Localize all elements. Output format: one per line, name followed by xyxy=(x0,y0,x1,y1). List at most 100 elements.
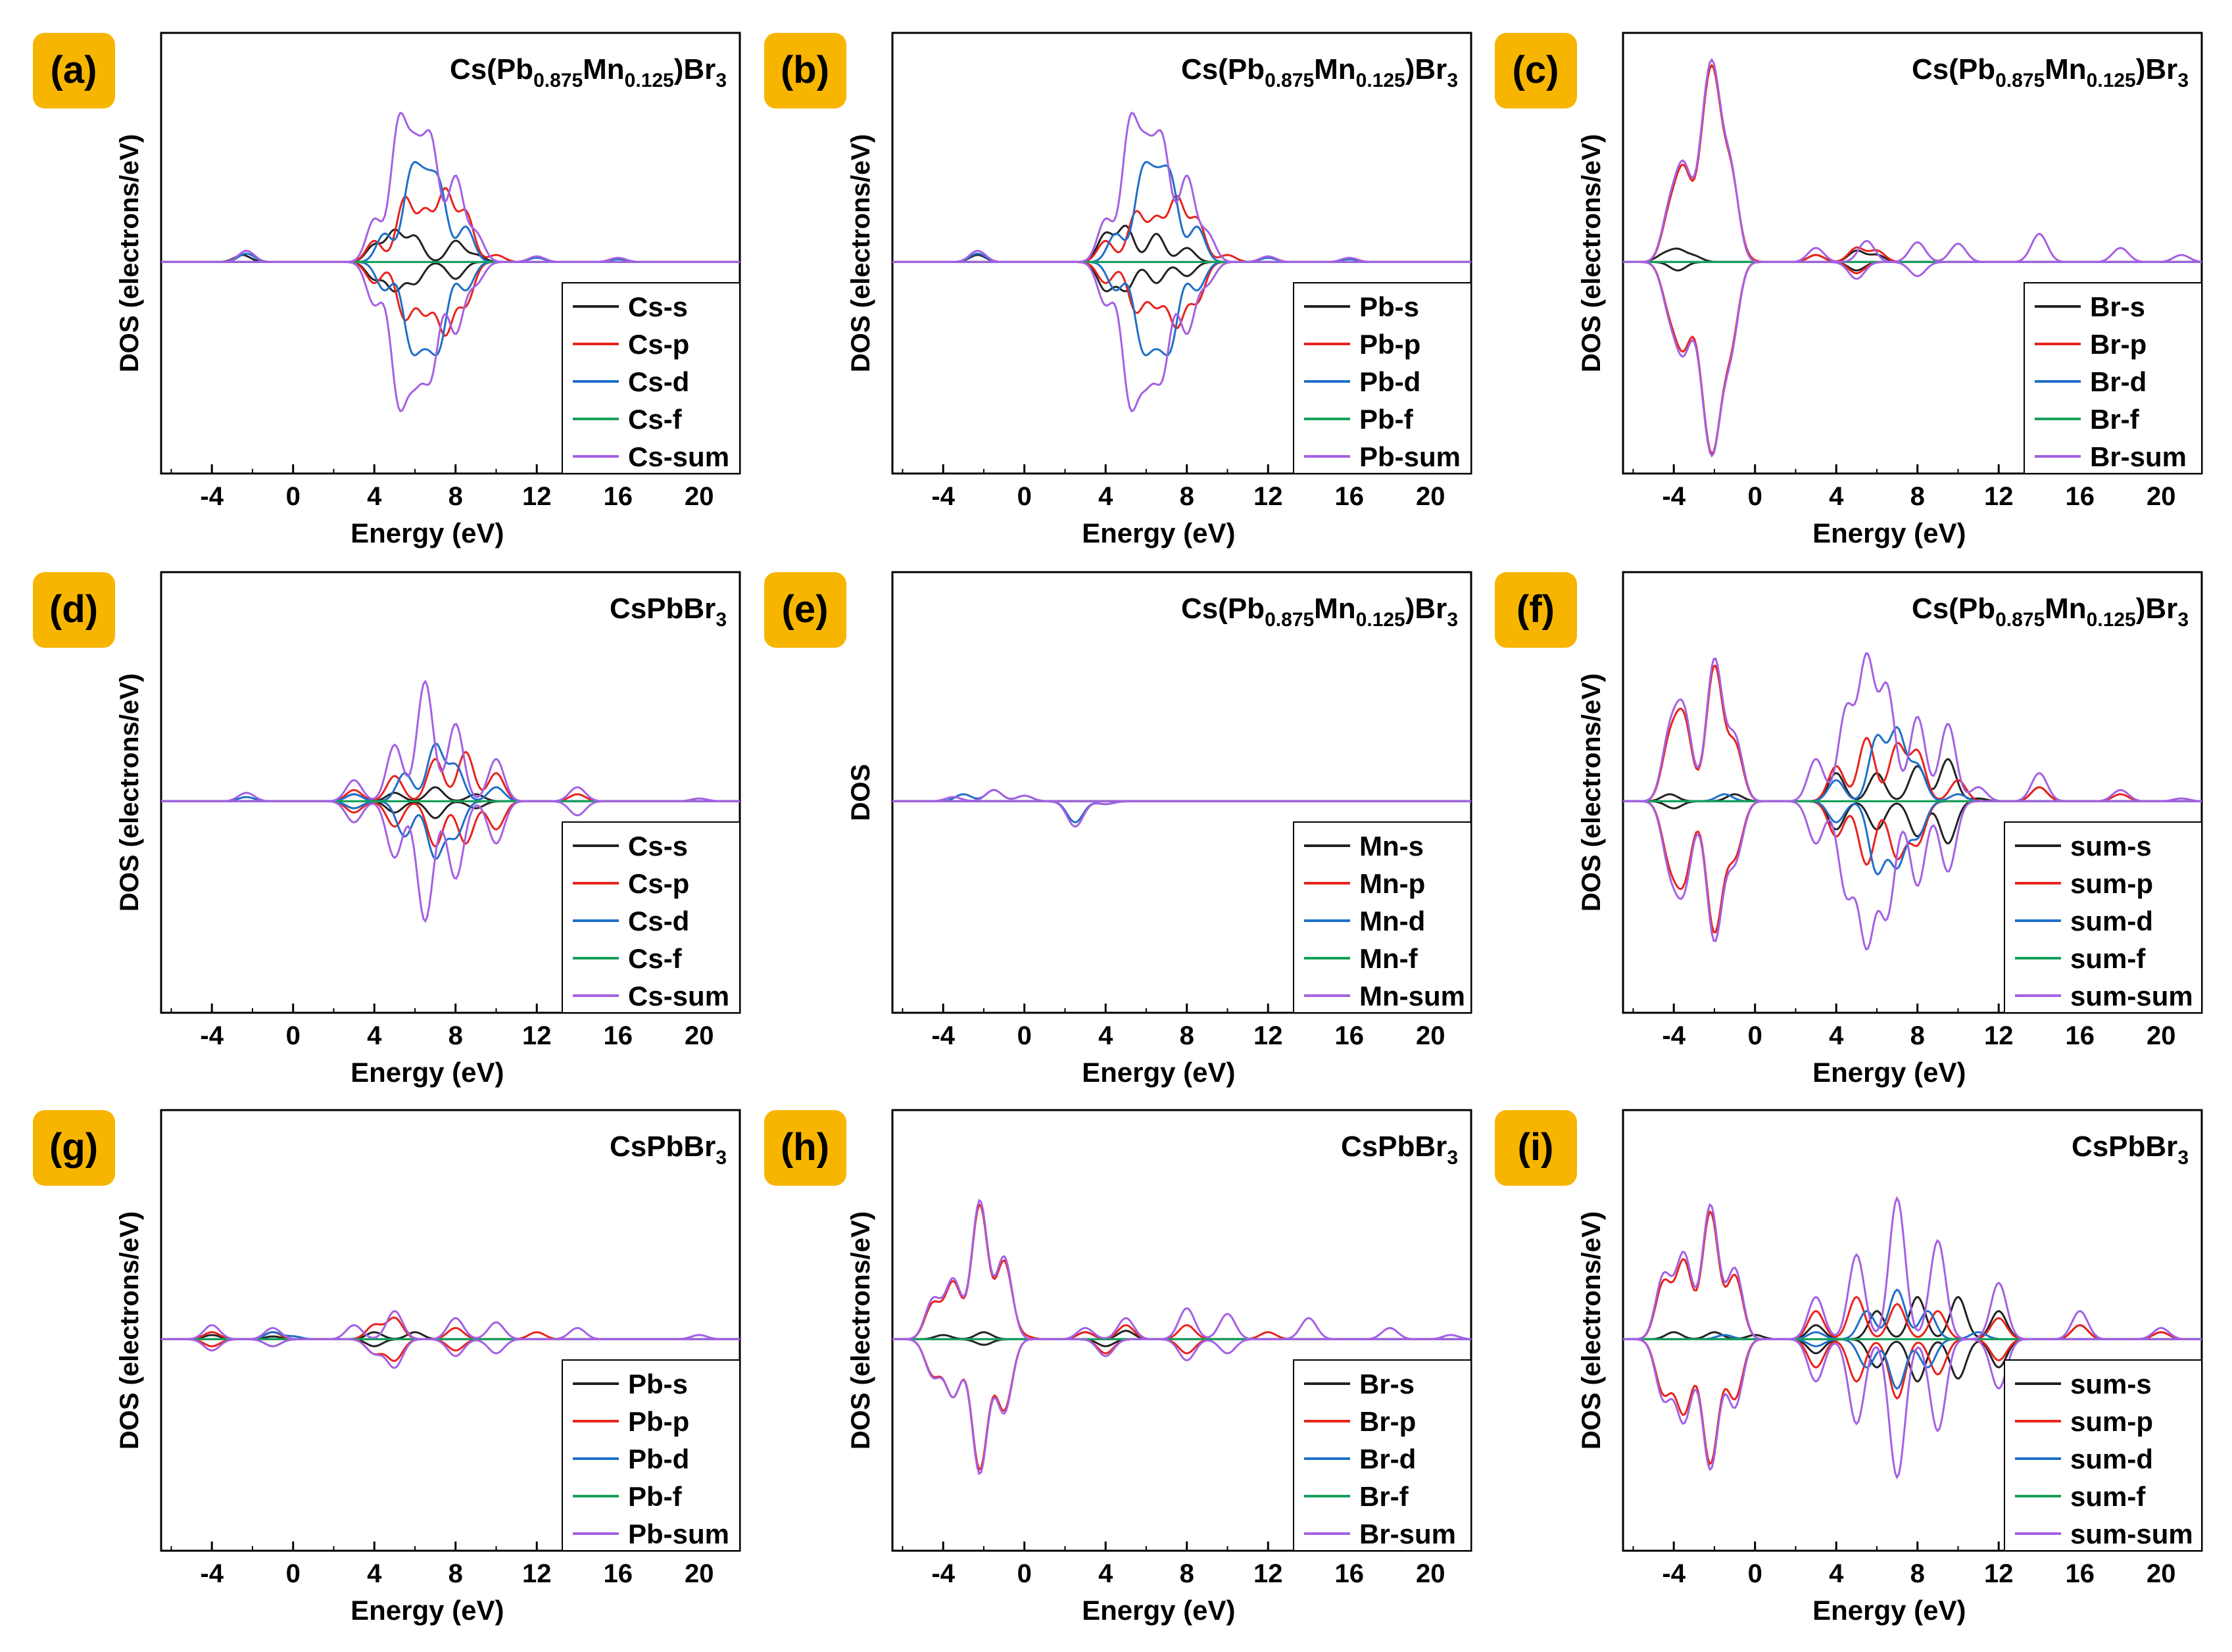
series-Cs-sum-down xyxy=(161,800,740,923)
legend: Cs-s Cs-p Cs-d Cs-f Cs-sum xyxy=(562,282,740,474)
legend-item-Pb-d: Pb-d xyxy=(1359,366,1420,397)
title-part: )Br xyxy=(1405,53,1447,85)
legend-box xyxy=(1293,821,1472,1013)
legend-item-Br-sum: Br-sum xyxy=(1359,1518,1456,1549)
title-part: 3 xyxy=(2177,70,2189,91)
legend: sum-s sum-p sum-d sum-f sum-sum xyxy=(2004,821,2202,1013)
series-sum-sum-down xyxy=(1623,800,2202,951)
series-group xyxy=(161,1309,740,1369)
legend: Br-s Br-p Br-d Br-f Br-sum xyxy=(1293,1359,1472,1551)
title-part: Cs(Pb xyxy=(1912,53,1995,85)
x-tick-label: -4 xyxy=(1662,1021,1686,1050)
legend-item-sum-s: sum-s xyxy=(2070,1369,2152,1399)
panel-d: (d) -4 0 4 8 12 16 20 Energy (eV) DOS (electrons/… xyxy=(33,571,741,1088)
panel-g: (g) -4 0 4 8 12 16 20 Energy (eV) DOS (electrons/… xyxy=(33,1109,741,1626)
title-part: )Br xyxy=(1405,593,1447,625)
legend-box xyxy=(562,1359,740,1551)
legend-box xyxy=(2004,821,2202,1013)
y-axis-label: DOS (electrons/eV) xyxy=(1577,134,1606,372)
title-part: 0.125 xyxy=(625,70,674,91)
legend-item-Pb-p: Pb-p xyxy=(628,1406,689,1437)
legend-item-Pb-f: Pb-f xyxy=(1359,404,1414,435)
x-tick-label: -4 xyxy=(931,1021,955,1050)
x-tick-label: 12 xyxy=(522,482,552,511)
title-part: 3 xyxy=(716,70,727,91)
x-axis-label: Energy (eV) xyxy=(1812,518,1966,548)
legend-item-Cs-f: Cs-f xyxy=(628,404,683,435)
legend-item-Cs-d: Cs-d xyxy=(628,906,689,936)
legend-item-Br-d: Br-d xyxy=(2090,366,2147,397)
x-tick-label: -4 xyxy=(1662,1559,1686,1588)
legend-item-Mn-d: Mn-d xyxy=(1359,906,1425,936)
title-part: Mn xyxy=(583,53,625,85)
panel-b: (b) -4 0 4 8 12 16 20 Energy (eV) DOS (electrons/… xyxy=(764,32,1472,548)
x-tick-label: 16 xyxy=(603,1021,633,1050)
panel-label-badge xyxy=(1495,33,1577,109)
legend-item-Cs-p: Cs-p xyxy=(628,868,689,899)
legend-item-Pb-sum: Pb-sum xyxy=(628,1518,729,1549)
series-Br-sum-down xyxy=(892,1338,1471,1476)
legend-item-Cs-s: Cs-s xyxy=(628,831,688,862)
x-tick-label: 8 xyxy=(1910,1559,1925,1588)
panel-h: (h) -4 0 4 8 12 16 20 Energy (eV) DOS (electrons/… xyxy=(764,1109,1472,1626)
title-part: Mn xyxy=(1314,593,1356,625)
legend-item-sum-d: sum-d xyxy=(2070,1444,2153,1474)
x-tick-label: 16 xyxy=(2065,1021,2095,1050)
legend-item-Br-s: Br-s xyxy=(1359,1369,1415,1399)
title-part: 0.125 xyxy=(2087,70,2136,91)
panel-label-badge xyxy=(33,33,115,109)
x-tick-label: 12 xyxy=(1253,482,1283,511)
legend-item-Br-s: Br-s xyxy=(2090,291,2145,322)
legend-box xyxy=(1293,282,1472,474)
x-tick-label: 4 xyxy=(367,1559,382,1588)
series-Br-sum-up xyxy=(1623,58,2202,263)
legend-item-Pb-sum: Pb-sum xyxy=(1359,441,1461,472)
series-sum-sum-down xyxy=(1623,1338,2202,1480)
x-tick-label: 20 xyxy=(685,482,714,511)
legend-item-sum-p: sum-p xyxy=(2070,868,2153,899)
series-group xyxy=(892,111,1471,413)
x-tick-label: 4 xyxy=(1098,482,1113,511)
x-tick-label: 20 xyxy=(1416,1021,1445,1050)
title-part: 0.125 xyxy=(1356,609,1405,631)
title-part: )Br xyxy=(2136,53,2178,85)
x-tick-label: 20 xyxy=(2147,1559,2176,1588)
panel-label-badge xyxy=(764,1110,846,1186)
legend-box xyxy=(562,282,740,474)
x-tick-label: 12 xyxy=(1984,1021,2014,1050)
legend-item-sum-s: sum-s xyxy=(2070,831,2152,862)
legend: sum-s sum-p sum-d sum-f sum-sum xyxy=(2004,1359,2202,1551)
legend-item-Cs-d: Cs-d xyxy=(628,366,689,397)
x-tick-label: 12 xyxy=(1984,482,2014,511)
x-tick-label: 4 xyxy=(367,482,382,511)
series-Pb-sum-down xyxy=(161,1338,740,1369)
title-part: 3 xyxy=(716,1147,727,1169)
title-part: )Br xyxy=(2136,593,2178,625)
x-axis-label: Energy (eV) xyxy=(1082,1057,1235,1088)
x-tick-label: 4 xyxy=(1829,1559,1844,1588)
x-tick-label: 12 xyxy=(522,1021,552,1050)
panel-c: (c) -4 0 4 8 12 16 20 Energy (eV) DOS (electrons/… xyxy=(1495,32,2203,548)
x-tick-label: 0 xyxy=(1748,1559,1762,1588)
title-part: Cs(Pb xyxy=(450,53,533,85)
panel-label: (i) xyxy=(1518,1126,1554,1169)
x-tick-label: 20 xyxy=(2147,1021,2176,1050)
legend-box xyxy=(1293,1359,1472,1551)
x-tick-label: -4 xyxy=(200,482,224,511)
panel-label: (e) xyxy=(782,588,829,631)
title-part: 0.125 xyxy=(2087,609,2136,631)
legend-item-Pb-f: Pb-f xyxy=(628,1481,683,1512)
x-tick-label: 4 xyxy=(367,1021,382,1050)
legend-box xyxy=(2024,282,2202,474)
legend-box xyxy=(2004,1359,2202,1551)
legend: Cs-s Cs-p Cs-d Cs-f Cs-sum xyxy=(562,821,740,1013)
title-part: CsPbBr xyxy=(610,1130,716,1163)
series-group xyxy=(1623,652,2202,951)
title-part: 3 xyxy=(1447,1147,1458,1169)
legend-item-Br-p: Br-p xyxy=(1359,1406,1416,1437)
series-group xyxy=(161,111,740,413)
legend-item-Mn-f: Mn-f xyxy=(1359,943,1419,974)
x-tick-label: 16 xyxy=(603,482,633,511)
x-tick-label: 20 xyxy=(1416,1559,1445,1588)
panel-title: CsPbBr3 xyxy=(2072,1130,2189,1169)
